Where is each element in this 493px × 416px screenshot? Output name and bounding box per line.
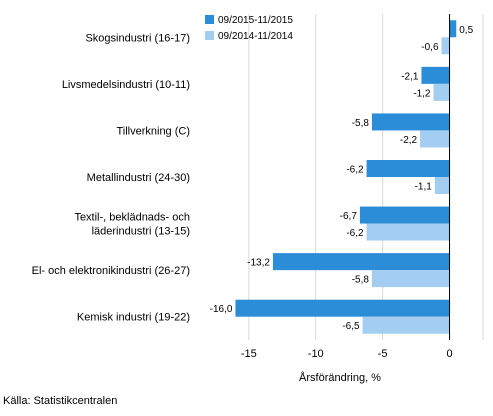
x-tick-label: -15 <box>241 348 257 360</box>
category-labels: Skogsindustri (16-17) Livsmedelsindustri … <box>32 32 190 323</box>
legend-label-series-1: 09/2015-11/2015 <box>218 15 293 26</box>
bar <box>421 66 450 84</box>
bar <box>441 37 450 55</box>
data-label: -6,5 <box>342 321 360 332</box>
category-label: Kemisk industri (19-22) <box>77 312 190 324</box>
data-label: -6,2 <box>346 165 364 176</box>
bar <box>366 160 450 177</box>
bar <box>433 83 450 101</box>
data-label: -2,1 <box>401 71 419 82</box>
data-label: -5,8 <box>352 275 370 286</box>
x-axis-title: Årsförändring, % <box>299 371 381 384</box>
data-label: -5,8 <box>352 118 370 129</box>
category-label: Skogsindustri (16-17) <box>85 32 190 44</box>
legend: 09/2015-11/2015 09/2014-11/2014 <box>205 15 293 42</box>
data-label: -0,6 <box>421 42 439 53</box>
bar <box>272 253 450 271</box>
bar <box>362 316 450 334</box>
source-note: Källa: Statistikcentralen <box>3 395 117 407</box>
data-label: -1,1 <box>415 182 433 193</box>
category-label: Textil-, beklädnads- och <box>74 212 190 224</box>
data-label: -2,2 <box>400 135 418 146</box>
x-tick-label: -10 <box>308 348 324 360</box>
data-label: -6,7 <box>340 211 358 222</box>
data-label: -16,0 <box>210 304 233 315</box>
bars <box>235 20 457 334</box>
bar <box>434 177 450 194</box>
bar <box>235 299 450 317</box>
bar <box>420 130 450 148</box>
data-label: 0,5 <box>459 25 473 36</box>
category-label: El- och elektronikindustri (26-27) <box>32 265 190 277</box>
x-tick-label: 0 <box>446 348 452 360</box>
data-label: -13,2 <box>247 258 270 269</box>
x-tick-labels: -15 -10 -5 0 <box>241 348 453 360</box>
bar <box>359 206 450 224</box>
bar <box>366 223 450 241</box>
x-tick-label: -5 <box>378 348 388 360</box>
legend-label-series-2: 09/2014-11/2014 <box>218 31 293 42</box>
legend-swatch-series-2 <box>205 31 214 40</box>
bar <box>371 113 450 131</box>
category-label: Tillverkning (C) <box>116 125 190 137</box>
category-label: läderindustri (13-15) <box>92 226 190 238</box>
bar <box>449 20 457 38</box>
category-label: Metallindustri (24-30) <box>87 172 190 184</box>
value-labels: 0,5 -0,6 -2,1 -1,2 -5,8 -2,2 -6,2 -1,1 -6,7 -6,2 -… <box>210 25 474 332</box>
legend-swatch-series-1 <box>205 15 214 24</box>
data-label: -1,2 <box>413 88 431 99</box>
bar <box>371 270 450 288</box>
data-label: -6,2 <box>346 228 364 239</box>
category-label: Livsmedelsindustri (10-11) <box>62 79 190 91</box>
